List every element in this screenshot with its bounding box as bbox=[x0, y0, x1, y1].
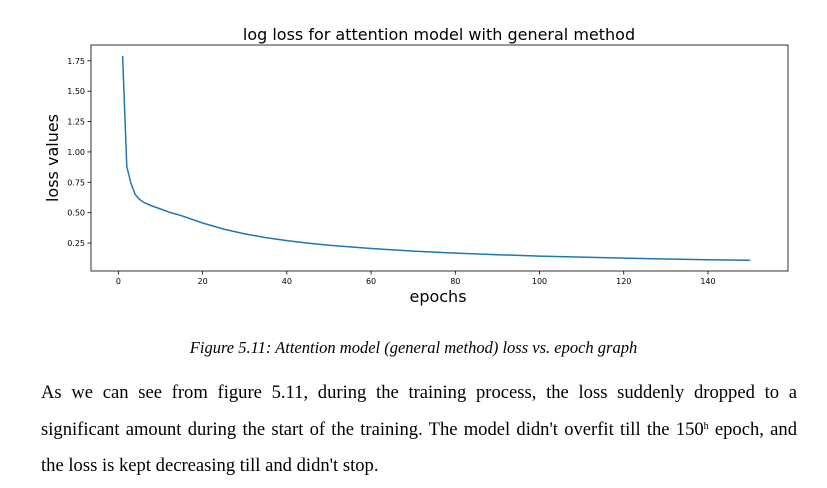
plot-frame bbox=[90, 44, 789, 272]
y-tick-label: 0.75 bbox=[67, 178, 85, 187]
ordinal-superscript: h bbox=[703, 420, 709, 432]
x-tick-label: 0 bbox=[116, 277, 121, 286]
chart-title: log loss for attention model with genera… bbox=[243, 25, 635, 44]
x-tick-label: 60 bbox=[366, 277, 376, 286]
y-tick-label: 0.25 bbox=[67, 239, 85, 248]
loss-series-line bbox=[121, 55, 751, 262]
body-paragraph: As we can see from figure 5.11, during t… bbox=[41, 375, 797, 485]
y-tick-label: 1.50 bbox=[67, 87, 85, 96]
x-tick-label: 40 bbox=[282, 277, 292, 286]
y-tick-label: 1.75 bbox=[67, 57, 85, 66]
x-tick-label: 20 bbox=[198, 277, 208, 286]
x-tick-label: 140 bbox=[700, 277, 715, 286]
x-tick-label: 100 bbox=[532, 277, 547, 286]
y-axis-label: loss values bbox=[43, 114, 62, 202]
y-tick-label: 1.25 bbox=[67, 118, 85, 127]
y-axis-ticks: 0.25 0.50 0.75 1.00 1.25 1.50 1.75 bbox=[67, 57, 91, 248]
loss-chart: log loss for attention model with genera… bbox=[43, 25, 789, 306]
paragraph-text-part1: As we can see from figure 5.11, during t… bbox=[41, 382, 797, 440]
figure-caption: Figure 5.11: Attention model (general me… bbox=[189, 338, 638, 357]
x-axis-label: epochs bbox=[409, 287, 466, 306]
x-tick-label: 120 bbox=[616, 277, 631, 286]
series-layer bbox=[121, 55, 751, 262]
y-tick-label: 1.00 bbox=[67, 148, 85, 157]
y-tick-label: 0.50 bbox=[67, 209, 85, 218]
x-tick-label: 80 bbox=[450, 277, 460, 286]
x-axis-ticks: 0 20 40 60 80 100 120 140 bbox=[116, 271, 716, 286]
paragraph-text-part2: epoch, and the loss is kept decreasing t… bbox=[41, 418, 797, 477]
